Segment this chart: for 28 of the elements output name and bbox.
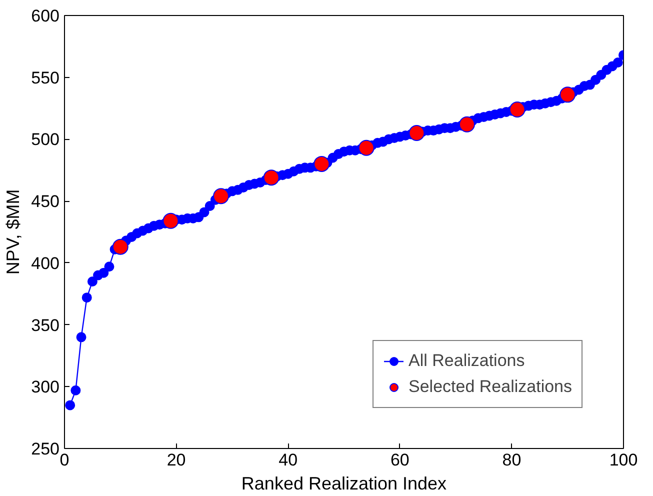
point xyxy=(213,188,230,204)
x-tick-label: 100 xyxy=(609,450,638,470)
legend-label: Selected Realizations xyxy=(408,377,572,397)
y-tick-label: 300 xyxy=(31,378,60,397)
point xyxy=(314,156,330,172)
y-tick-label: 600 xyxy=(31,6,60,26)
y-axis-title: NPV, $MM xyxy=(3,189,24,275)
point xyxy=(112,238,128,255)
x-tick-label: 40 xyxy=(278,450,298,470)
y-tick-label: 450 xyxy=(31,192,60,212)
point xyxy=(560,86,576,103)
x-tick-label: 60 xyxy=(390,450,410,470)
point xyxy=(458,116,475,132)
y-tick-label: 550 xyxy=(31,68,60,88)
x-axis-title: Ranked Realization Index xyxy=(241,474,447,494)
point xyxy=(509,102,526,118)
point xyxy=(263,170,280,186)
y-tick-label: 250 xyxy=(31,440,60,458)
x-tick-label: 20 xyxy=(166,450,186,470)
point xyxy=(408,125,425,142)
y-tick-label: 400 xyxy=(31,254,60,273)
legend-label: All Realizations xyxy=(408,351,525,371)
y-tick-label: 350 xyxy=(31,316,60,335)
point xyxy=(358,140,374,156)
x-tick-label: 0 xyxy=(60,450,70,470)
point xyxy=(162,212,179,229)
y-tick-label: 500 xyxy=(31,130,60,150)
x-tick-label: 80 xyxy=(502,450,522,470)
